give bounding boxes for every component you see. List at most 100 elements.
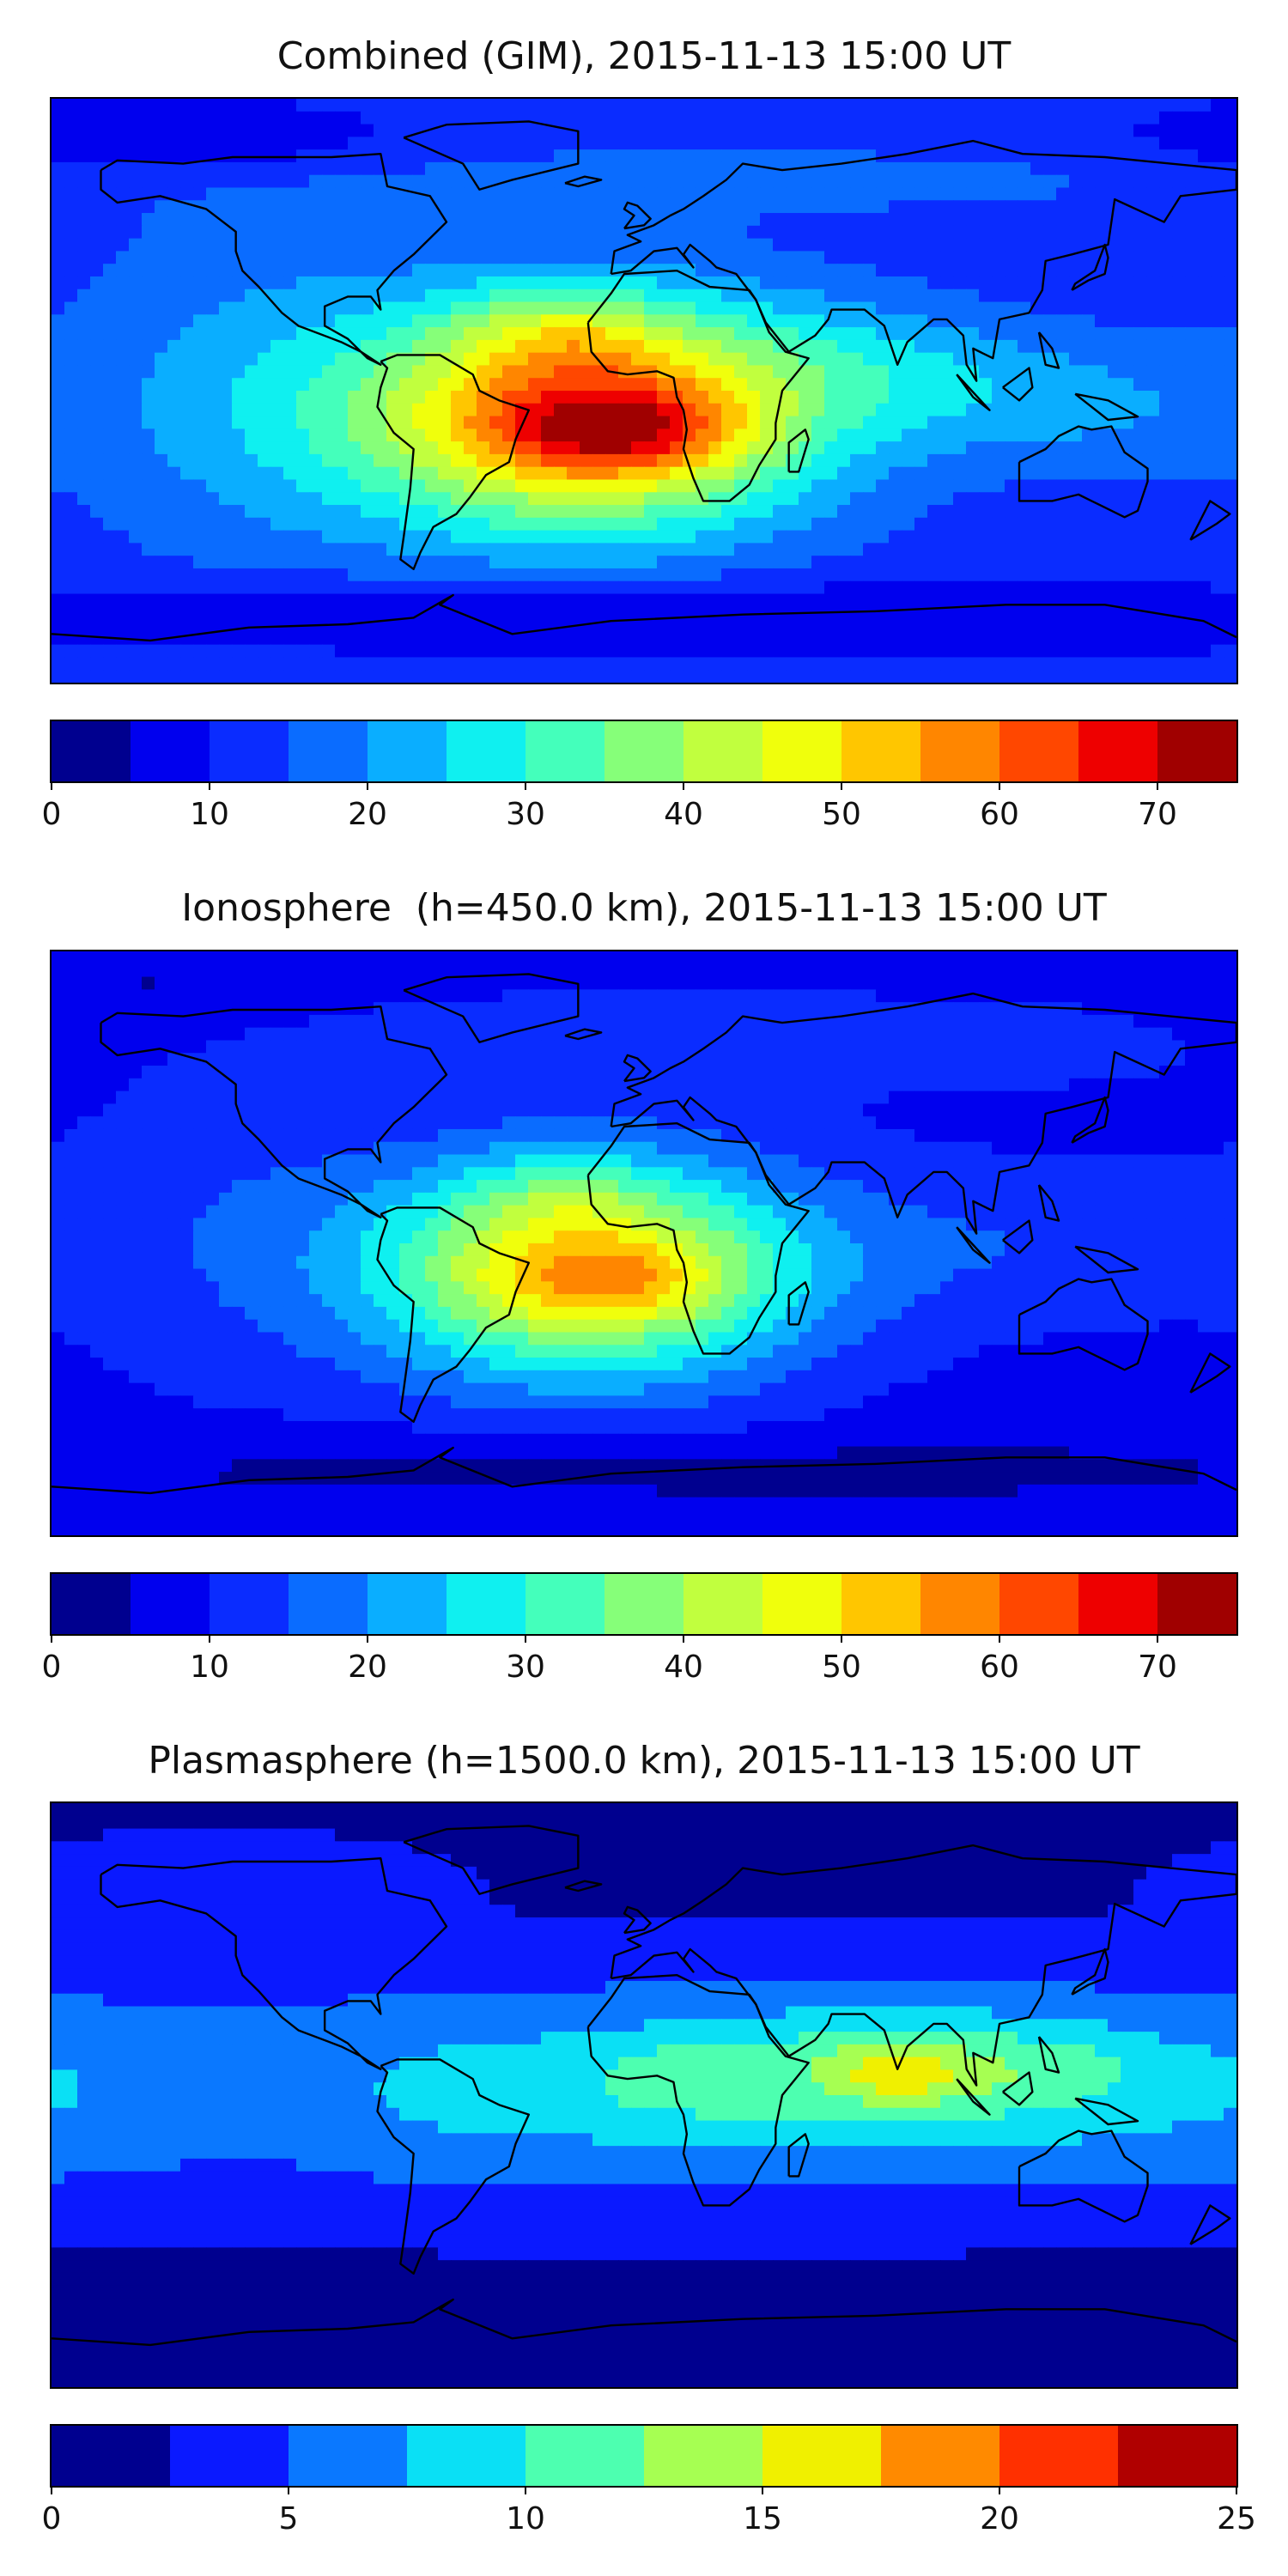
- heatmap-cell: [477, 301, 490, 315]
- heatmap-cell: [1095, 213, 1109, 227]
- heatmap-cell: [876, 174, 890, 189]
- heatmap-cell: [1043, 391, 1057, 404]
- heatmap-cell: [657, 530, 671, 544]
- heatmap-cell: [618, 327, 632, 341]
- heatmap-cell: [631, 187, 645, 201]
- heatmap-cell: [528, 238, 542, 252]
- heatmap-cell: [348, 365, 361, 379]
- heatmap-cell: [515, 568, 529, 582]
- heatmap-cells: [52, 951, 1236, 1535]
- heatmap-cell: [180, 339, 194, 354]
- heatmap-cell: [322, 963, 336, 978]
- heatmap-cell: [1211, 593, 1224, 607]
- heatmap-cell: [64, 517, 78, 532]
- heatmap-cell: [1043, 238, 1057, 252]
- heatmap-cell: [412, 301, 426, 315]
- heatmap-cell: [399, 213, 413, 227]
- heatmap-cell: [953, 543, 967, 556]
- heatmap-cell: [1082, 670, 1096, 683]
- heatmap-cell: [335, 391, 349, 404]
- heatmap-cell: [902, 391, 915, 404]
- heatmap-cell: [348, 213, 361, 227]
- heatmap-cell: [786, 149, 799, 163]
- heatmap-cell: [502, 517, 516, 532]
- heatmap-cell: [618, 543, 632, 556]
- heatmap-cell: [773, 187, 787, 201]
- heatmap-cell: [657, 301, 671, 315]
- heatmap-cell: [747, 1027, 761, 1042]
- heatmap-cell: [657, 264, 671, 277]
- heatmap-cell: [386, 505, 400, 519]
- colorbar-tick-mark: [525, 781, 526, 790]
- heatmap-cell: [670, 161, 683, 176]
- heatmap-cell: [335, 403, 349, 417]
- heatmap-cell: [927, 339, 941, 354]
- heatmap-cell: [180, 276, 194, 290]
- heatmap-cell: [605, 453, 619, 468]
- heatmap-cell: [155, 951, 168, 965]
- heatmap-cell: [863, 213, 877, 227]
- heatmap-cell: [708, 99, 722, 112]
- heatmap-cell: [773, 1040, 787, 1054]
- heatmap-cell: [554, 403, 568, 417]
- heatmap-cell: [837, 505, 851, 519]
- heatmap-cell: [567, 213, 580, 227]
- colorbar-tick-mark: [367, 781, 368, 790]
- heatmap-cell: [438, 543, 452, 556]
- heatmap-cell: [270, 1040, 284, 1054]
- heatmap-cell: [116, 264, 130, 277]
- heatmap-cell: [541, 989, 555, 1003]
- heatmap-cell: [927, 517, 941, 532]
- heatmap-cell: [1005, 1027, 1018, 1042]
- heatmap-cell: [554, 225, 568, 240]
- heatmap-cell: [605, 301, 619, 315]
- heatmap-cell: [1095, 580, 1109, 595]
- heatmap-cell: [399, 568, 413, 582]
- heatmap-cell: [683, 479, 696, 493]
- heatmap-cell: [103, 963, 117, 978]
- heatmap-cell: [116, 161, 130, 176]
- heatmap-cell: [644, 416, 658, 429]
- heatmap-cell: [515, 453, 529, 468]
- heatmap-cell: [335, 644, 349, 659]
- heatmap-cell: [245, 631, 258, 646]
- heatmap-cell: [464, 391, 477, 404]
- heatmap-cell: [914, 989, 928, 1003]
- heatmap-cell: [1159, 976, 1173, 990]
- heatmap-cell: [386, 631, 400, 646]
- heatmap-cell: [1056, 951, 1070, 965]
- heatmap-cell: [52, 466, 65, 481]
- heatmap-cell: [863, 251, 877, 264]
- heatmap-cell: [708, 352, 722, 367]
- heatmap-cell: [348, 174, 361, 189]
- heatmap-cell: [1172, 391, 1186, 404]
- heatmap-cell: [657, 327, 671, 341]
- heatmap-cell: [180, 530, 194, 544]
- heatmap-cell: [335, 568, 349, 582]
- heatmap-cell: [77, 530, 91, 544]
- heatmap-cell: [824, 670, 838, 683]
- heatmap-cell: [1069, 99, 1083, 112]
- heatmap-cell: [876, 339, 890, 354]
- chart-2-title: Ionosphere (h=450.0 km), 2015-11-13 15:0…: [181, 886, 1107, 930]
- heatmap-cell: [889, 517, 902, 532]
- heatmap-cell: [644, 543, 658, 556]
- heatmap-cell: [322, 339, 336, 354]
- heatmap-cell: [1108, 137, 1121, 150]
- heatmap-cell: [90, 976, 104, 990]
- heatmap-cell: [283, 200, 297, 214]
- heatmap-cell: [283, 137, 297, 150]
- heatmap-cell: [721, 301, 735, 315]
- heatmap-cell: [1159, 492, 1173, 506]
- heatmap-cell: [412, 149, 426, 163]
- heatmap-cell: [116, 365, 130, 379]
- heatmap-cell: [155, 403, 168, 417]
- heatmap-cell: [206, 644, 220, 659]
- heatmap-cell: [258, 466, 271, 481]
- heatmap-cell: [592, 238, 606, 252]
- heatmap-cell: [425, 670, 439, 683]
- heatmap-cell: [528, 339, 542, 354]
- heatmap-cell: [180, 1040, 194, 1054]
- heatmap-cell: [953, 466, 967, 481]
- heatmap-cell: [258, 951, 271, 965]
